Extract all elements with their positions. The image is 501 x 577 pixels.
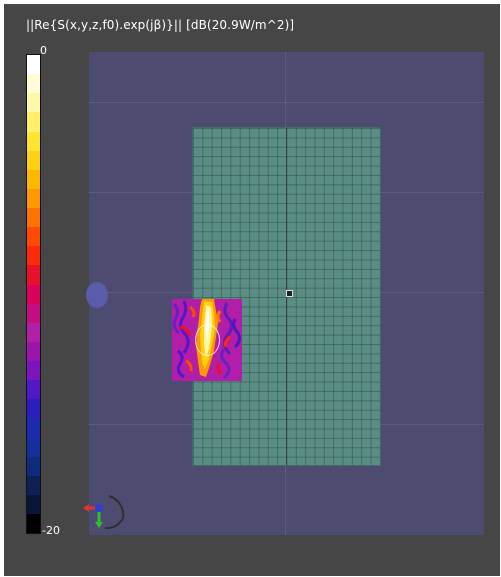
colorbar-segment — [27, 55, 40, 75]
colorbar-segment — [27, 93, 40, 113]
colorbar-segment — [27, 112, 40, 132]
colorbar-min-label: -20 — [42, 524, 60, 537]
axes-triad-icon[interactable] — [79, 482, 129, 532]
flat-phantom[interactable] — [192, 127, 381, 466]
field-map-graphic — [172, 299, 241, 380]
colorbar-segment — [27, 188, 40, 208]
field-quantity-title: ||Re{S(x,y,z,f0).exp(jβ)}|| [dB(20.9W/m^… — [26, 18, 295, 32]
field-distribution-map[interactable] — [172, 299, 242, 381]
colorbar-segment — [27, 265, 40, 285]
colorbar-segment — [27, 131, 40, 151]
source-outline — [195, 324, 220, 356]
colorbar-segment — [27, 418, 40, 438]
colorbar-segment — [27, 380, 40, 400]
colorbar-segment — [27, 494, 40, 514]
probe-marker[interactable] — [286, 290, 293, 297]
colorbar-segment — [27, 227, 40, 247]
colorbar-segment — [27, 341, 40, 361]
colorbar-max-label: 0 — [40, 44, 47, 57]
colorbar-segment — [27, 475, 40, 495]
colorbar-segment — [27, 208, 40, 228]
source-disk[interactable] — [86, 282, 108, 308]
grid-line — [89, 102, 484, 103]
colorbar-segment — [27, 74, 40, 94]
colorbar-segment — [27, 399, 40, 419]
colorbar-segment — [27, 169, 40, 189]
colorbar-segment — [27, 456, 40, 476]
colorbar-segment — [27, 246, 40, 266]
3d-viewport[interactable]: ||Re{S(x,y,z,f0).exp(jβ)}|| [dB(20.9W/m^… — [4, 4, 500, 576]
colorbar-segment — [27, 284, 40, 304]
colorbar-segment — [27, 322, 40, 342]
colorbar-segment — [27, 150, 40, 170]
noise-pattern — [172, 300, 241, 380]
colorbar — [26, 54, 41, 534]
colorbar-segment — [27, 514, 40, 534]
colorbar-segment — [27, 361, 40, 381]
axes-triad-graphic — [83, 495, 125, 530]
colorbar-segment — [27, 303, 40, 323]
colorbar-segment — [27, 437, 40, 457]
scene-plane[interactable] — [86, 52, 484, 535]
